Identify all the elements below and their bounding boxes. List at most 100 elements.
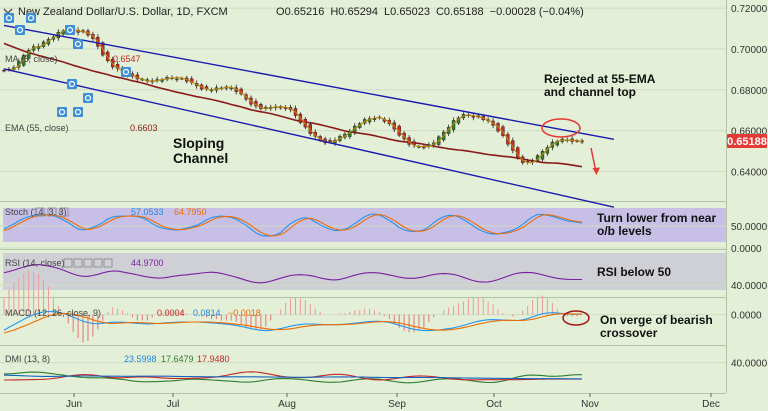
gear-icon[interactable]	[121, 67, 131, 77]
crossover-circle	[562, 310, 590, 326]
indicator-settings-icon[interactable]	[83, 258, 93, 268]
y-tick-label: 0.66000	[731, 127, 768, 138]
last-price-tag: 0.65188	[727, 134, 767, 148]
gear-icon-ring	[74, 40, 82, 48]
channel-upper-line	[3, 24, 615, 141]
y-tick-label: 0.0000	[731, 244, 762, 255]
gear-icon[interactable]	[15, 25, 25, 35]
gear-icon[interactable]	[57, 107, 67, 117]
indicator-settings-icon[interactable]	[35, 207, 45, 217]
indicator-settings-icon-box	[59, 207, 69, 217]
gear-icon-ring	[58, 108, 66, 116]
macd-line-value: 0.0814	[193, 308, 221, 318]
indicator-settings-icon[interactable]	[59, 207, 69, 217]
gear-icon-ring	[74, 108, 82, 116]
gear-icon[interactable]	[26, 13, 36, 23]
candle-body	[422, 146, 426, 149]
gear-icon-bg	[83, 93, 93, 103]
candle-body	[2, 69, 6, 72]
open-value: 0.65216	[285, 6, 325, 18]
high-value: 0.65294	[338, 6, 378, 18]
x-tick-label: Oct	[486, 399, 502, 410]
gear-icon-bg	[73, 107, 83, 117]
ema55-legend-value: 0.6603	[130, 123, 158, 133]
macd-hist-value: 0.0004	[157, 308, 185, 318]
indicator-settings-icon-box	[93, 258, 103, 268]
sloping-channel	[3, 24, 615, 208]
gear-icon[interactable]	[83, 93, 93, 103]
indicator-settings-icon[interactable]	[63, 258, 73, 268]
header: New Zealand Dollar/U.S. Dollar, 1D, FXCM…	[3, 6, 584, 18]
gear-icon-bg	[15, 25, 25, 35]
candle-body	[328, 140, 332, 142]
rsi-legend: RSI (14, close)	[5, 258, 65, 268]
gear-icon-ring	[122, 68, 130, 76]
grid	[0, 7, 726, 364]
stoch-k-value: 57.0533	[131, 207, 164, 217]
channel-annotation-line2: Channel	[173, 150, 228, 166]
candle-body	[372, 118, 377, 120]
ma5-legend: MA (5, close)	[5, 54, 58, 64]
indicator-settings-icon-box	[103, 258, 113, 268]
rsi-legend-value: 44.9700	[131, 258, 164, 268]
panel-separators	[0, 0, 727, 394]
dmi-minus-value: 17.6479	[161, 354, 194, 364]
low-label: L	[384, 6, 390, 18]
rejected-annotation-line1: Rejected at 55-EMA	[544, 72, 656, 86]
x-tick-label: Dec	[702, 399, 720, 410]
indicator-settings-icon-box	[63, 258, 73, 268]
rsi-annotation: RSI below 50	[597, 265, 671, 279]
macd-legend: MACD (12, 26, close, 9)	[5, 308, 101, 318]
gear-icon-bg	[57, 107, 67, 117]
open-label: O	[276, 6, 285, 18]
indicator-settings-icon[interactable]	[73, 258, 83, 268]
gear-icon-ring	[5, 14, 13, 22]
y-tick-label: 40.0000	[731, 281, 768, 292]
series--k	[3, 213, 583, 237]
indicator-settings-icon-box	[83, 258, 93, 268]
symbol-title: New Zealand Dollar/U.S. Dollar, 1D, FXCM	[18, 6, 228, 18]
stoch-annotation-line1: Turn lower from near	[597, 211, 716, 225]
x-tick-label: Aug	[278, 399, 296, 410]
y-tick-label: 0.64000	[731, 167, 768, 178]
channel-annotation-line1: Sloping	[173, 135, 224, 151]
series--d	[3, 214, 583, 237]
indicator-settings-icon[interactable]	[47, 207, 57, 217]
y-tick-label: 40.0000	[731, 359, 768, 370]
ma5-series	[3, 28, 583, 164]
dmi-plus-value: 23.5998	[124, 354, 157, 364]
gear-icon[interactable]	[73, 107, 83, 117]
gear-icon-ring	[68, 80, 76, 88]
indicator-settings-icon[interactable]	[93, 258, 103, 268]
series-macd	[3, 310, 582, 332]
gear-icon-bg	[121, 67, 131, 77]
gear-icon-bg	[4, 13, 14, 23]
rejection-circle	[541, 118, 581, 138]
gear-icon[interactable]	[4, 13, 14, 23]
rsi-line	[3, 264, 582, 284]
x-tick-label: Sep	[388, 399, 406, 410]
indicator-settings-icon[interactable]	[103, 258, 113, 268]
y-tick-label: 0.72000	[731, 4, 768, 15]
dmi-lines	[3, 371, 583, 384]
gear-icon[interactable]	[65, 25, 75, 35]
rsi-band	[3, 253, 726, 290]
high-label: H	[330, 6, 338, 18]
gear-icon[interactable]	[73, 39, 83, 49]
x-tick-label: Jul	[167, 399, 180, 410]
series-signal	[3, 312, 583, 334]
gear-icon-ring	[66, 26, 74, 34]
y-axis: 0.72000 0.70000 0.68000 0.66000 0.64000 50.00…	[731, 4, 768, 370]
last-price-value: 0.65188	[727, 136, 767, 148]
gear-icon[interactable]	[67, 79, 77, 89]
ema55-legend: EMA (55, close)	[5, 123, 69, 133]
indicator-settings-icon-box	[47, 207, 57, 217]
legend-buttons	[4, 13, 131, 268]
close-value: 0.65188	[444, 6, 484, 18]
ma5-line	[2, 26, 584, 166]
rejected-annotation-line2: and channel top	[544, 85, 636, 99]
gear-icon-bg	[26, 13, 36, 23]
macd-annotation-line2: crossover	[600, 326, 658, 340]
